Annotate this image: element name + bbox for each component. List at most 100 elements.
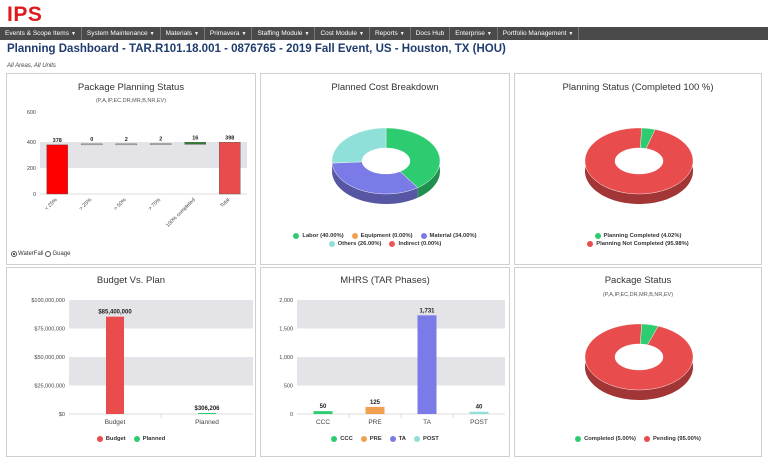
legend-item[interactable]: POST	[413, 436, 439, 442]
data-label: $85,400,000	[98, 310, 132, 316]
x-tick-label: TA	[423, 419, 431, 426]
legend-marker-icon	[360, 436, 367, 442]
y-tick-label: 0	[33, 192, 36, 198]
nav-reports[interactable]: Reports ▼	[370, 27, 411, 40]
nav-portfolio-management[interactable]: Portfolio Management ▼	[498, 27, 580, 40]
legend-item[interactable]: Budget	[96, 436, 126, 442]
x-tick-label: CCC	[316, 419, 330, 426]
legend-label: Budget	[105, 436, 126, 442]
x-tick-label: Planned	[195, 419, 219, 426]
nav-staffing-module[interactable]: Staffing Module ▼	[252, 27, 316, 40]
bar-50	[115, 143, 137, 146]
bar-pre	[365, 406, 385, 414]
planning-status-chart	[584, 127, 694, 204]
bar-ccc	[313, 411, 333, 414]
chart-mode-toggle: WaterFall Guage	[11, 251, 70, 257]
y-tick-label: 400	[27, 140, 36, 146]
nav-cost-module[interactable]: Cost Module ▼	[315, 27, 370, 40]
legend-item[interactable]: Labor (40.00%)	[293, 233, 344, 239]
legend-item[interactable]: Equipment (0.00%)	[351, 233, 413, 239]
slice-side-material-34-00	[332, 163, 418, 204]
legend-item[interactable]: Completed (5.00%)	[575, 436, 636, 442]
chevron-down-icon: ▼	[486, 31, 492, 37]
panel-title: Package Status	[604, 275, 672, 286]
legend-item[interactable]: Planned	[133, 436, 166, 442]
gauge-radio[interactable]	[45, 251, 52, 257]
legend-label: Planning Not Completed (95.98%)	[596, 241, 689, 247]
waterfall-radio[interactable]	[11, 251, 17, 257]
chevron-down-icon: ▼	[304, 31, 310, 37]
nav-primavera[interactable]: Primavera ▼	[205, 27, 253, 40]
legend-label: Equipment (0.00%)	[360, 233, 413, 239]
ips-logo[interactable]: IPS	[7, 3, 43, 26]
x-tick-label: < 25%	[44, 197, 59, 212]
legend-label: POST	[422, 436, 439, 442]
bar-25	[46, 144, 68, 195]
nav-label: Staffing Module	[257, 30, 303, 37]
legend-label: Planning Completed (4.02%)	[603, 233, 682, 239]
y-tick-label: $100,000,000	[31, 298, 65, 304]
legend-marker-icon	[328, 241, 335, 247]
legend-label: PRE	[369, 436, 382, 442]
planning-status-panel: Planning Status (Completed 100 %) Planni…	[514, 73, 762, 265]
nav-enterprise[interactable]: Enterprise ▼	[450, 27, 498, 40]
budget-vs-plan-legend: Budget Planned	[7, 436, 255, 444]
package-status-panel: Package Status (P,A,IP,EC,DR,MR,B,NR,EV)…	[514, 267, 762, 457]
legend-label: Indirect (0.00%)	[398, 241, 442, 247]
grid-band	[69, 357, 253, 386]
legend-marker-icon	[587, 241, 594, 247]
legend-item[interactable]: Pending (95.00%)	[643, 436, 701, 442]
package-planning-chart: 0 200 400 600 378 < 25% 0 > 25% 2 > 50% 2 > 75% 16 10…	[27, 110, 247, 229]
data-label: 2	[159, 137, 162, 143]
y-tick-label: 200	[27, 166, 36, 172]
main-navbar: Events & Scope Items ▼ System Maintenance ▼…	[0, 27, 768, 40]
nav-label: Portfolio Management	[502, 30, 567, 37]
panel-subtitle: (P,A,IP,EC,DR,MR,B,NR,EV)	[95, 98, 167, 104]
legend-label: Completed (5.00%)	[584, 436, 636, 442]
legend-item[interactable]: Planning Completed (4.02%)	[594, 233, 682, 239]
legend-marker-icon	[594, 233, 601, 239]
bar-75	[150, 143, 172, 145]
x-tick-label: POST	[470, 419, 488, 426]
bar-total	[219, 142, 241, 195]
legend-item[interactable]: Indirect (0.00%)	[389, 241, 441, 247]
chevron-down-icon: ▼	[568, 31, 574, 37]
panel-title: Budget Vs. Plan	[96, 275, 166, 286]
legend-item[interactable]: Material (34.00%)	[420, 233, 477, 239]
legend-marker-icon	[96, 436, 103, 442]
legend-item[interactable]: TA	[389, 436, 406, 442]
bar-100-completed	[184, 142, 206, 145]
legend-item[interactable]: Others (26.00%)	[328, 241, 381, 247]
nav-materials[interactable]: Materials ▼	[161, 27, 205, 40]
y-tick-label: 1,000	[279, 355, 293, 361]
legend-marker-icon	[420, 233, 427, 239]
legend-marker-icon	[293, 233, 300, 239]
nav-system-maintenance[interactable]: System Maintenance ▼	[82, 27, 161, 40]
legend-label: Material (34.00%)	[429, 233, 477, 239]
bar-25	[81, 143, 103, 146]
nav-events-scope-items[interactable]: Events & Scope Items ▼	[0, 27, 82, 40]
nav-label: Cost Module	[320, 30, 357, 37]
nav-docs-hub[interactable]: Docs Hub	[411, 27, 451, 40]
mhrs-chart: 0 500 1,000 1,500 2,000 50 CCC 125 PRE 1,731 TA 40 P…	[279, 298, 505, 426]
legend-item[interactable]: PRE	[360, 436, 382, 442]
panel-title: Package Planning Status	[77, 82, 185, 93]
nav-label: Materials	[165, 30, 192, 37]
bar-planned	[198, 413, 216, 414]
waterfall-radio-label[interactable]: WaterFall	[18, 251, 44, 257]
x-tick-label: 100% completed	[165, 197, 197, 229]
cost-breakdown-legend: Labor (40.00%) Equipment (0.00%) Material …	[261, 233, 509, 249]
gauge-radio-label[interactable]: Guage	[52, 251, 71, 257]
y-tick-label: $25,000,000	[34, 384, 65, 390]
legend-label: Planned	[142, 436, 166, 442]
area-filter-text[interactable]: All Areas, All Units	[7, 63, 56, 69]
legend-item[interactable]: Planning Not Completed (95.98%)	[587, 241, 689, 247]
x-tick-label: > 75%	[147, 197, 162, 212]
legend-item[interactable]: CCC	[331, 436, 353, 442]
data-label: 40	[476, 405, 483, 411]
data-label: 0	[90, 137, 93, 143]
donut-hole	[615, 344, 663, 370]
legend-marker-icon	[389, 241, 396, 247]
y-tick-label: 0	[290, 412, 293, 418]
panel-title: Planning Status (Completed 100 %)	[562, 82, 714, 93]
